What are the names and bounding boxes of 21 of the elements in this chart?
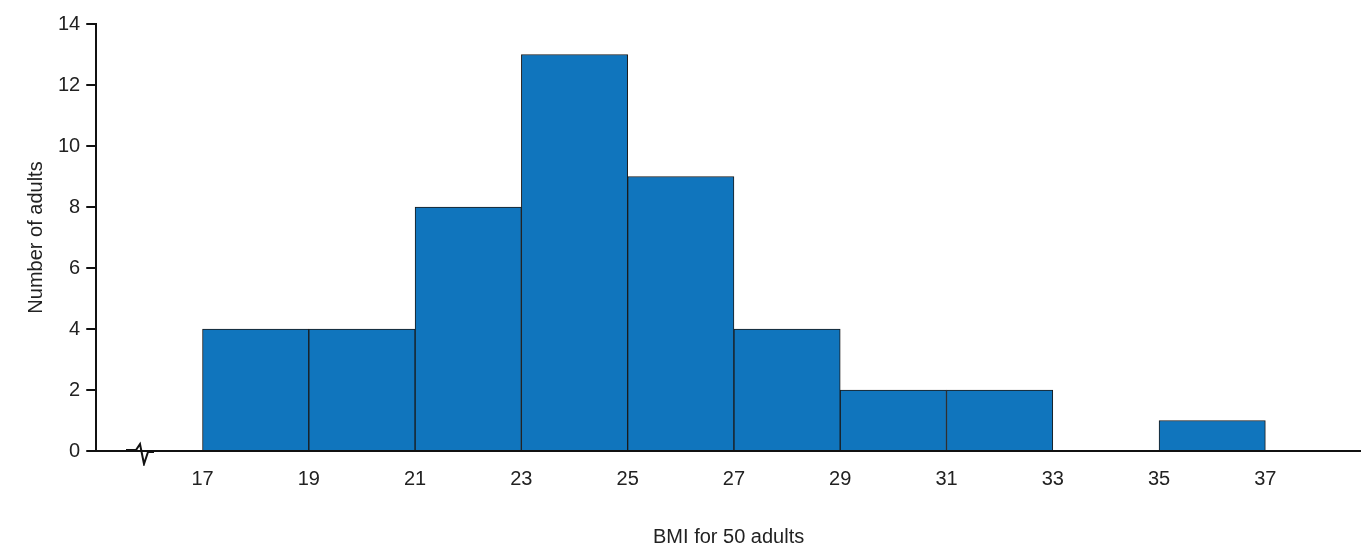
x-tick-label: 21 xyxy=(403,466,427,489)
y-axis-title: Number of adults xyxy=(23,161,46,314)
y-tick-label: 14 xyxy=(58,11,81,34)
x-tick-label: 27 xyxy=(722,466,746,489)
x-tick-label: 37 xyxy=(1254,466,1277,489)
x-tick-label: 19 xyxy=(297,466,320,489)
y-tick-label: 12 xyxy=(58,72,81,95)
x-tick-label: 31 xyxy=(935,466,958,489)
x-tick-label: 35 xyxy=(1147,466,1171,489)
x-tick-label: 33 xyxy=(1041,466,1064,489)
x-axis-title: BMI for 50 adults xyxy=(653,524,805,547)
x-tick-label: 29 xyxy=(829,466,852,489)
y-tick-label: 0 xyxy=(69,438,81,461)
y-tick-label: 4 xyxy=(69,316,81,339)
y-tick-label: 2 xyxy=(69,377,81,400)
x-tick-label: 25 xyxy=(616,466,639,489)
y-tick-label: 10 xyxy=(58,133,81,156)
x-tick-label: 23 xyxy=(510,466,533,489)
y-tick-label: 8 xyxy=(69,194,81,217)
x-tick-label: 17 xyxy=(191,466,214,489)
y-tick-label: 6 xyxy=(69,255,81,278)
